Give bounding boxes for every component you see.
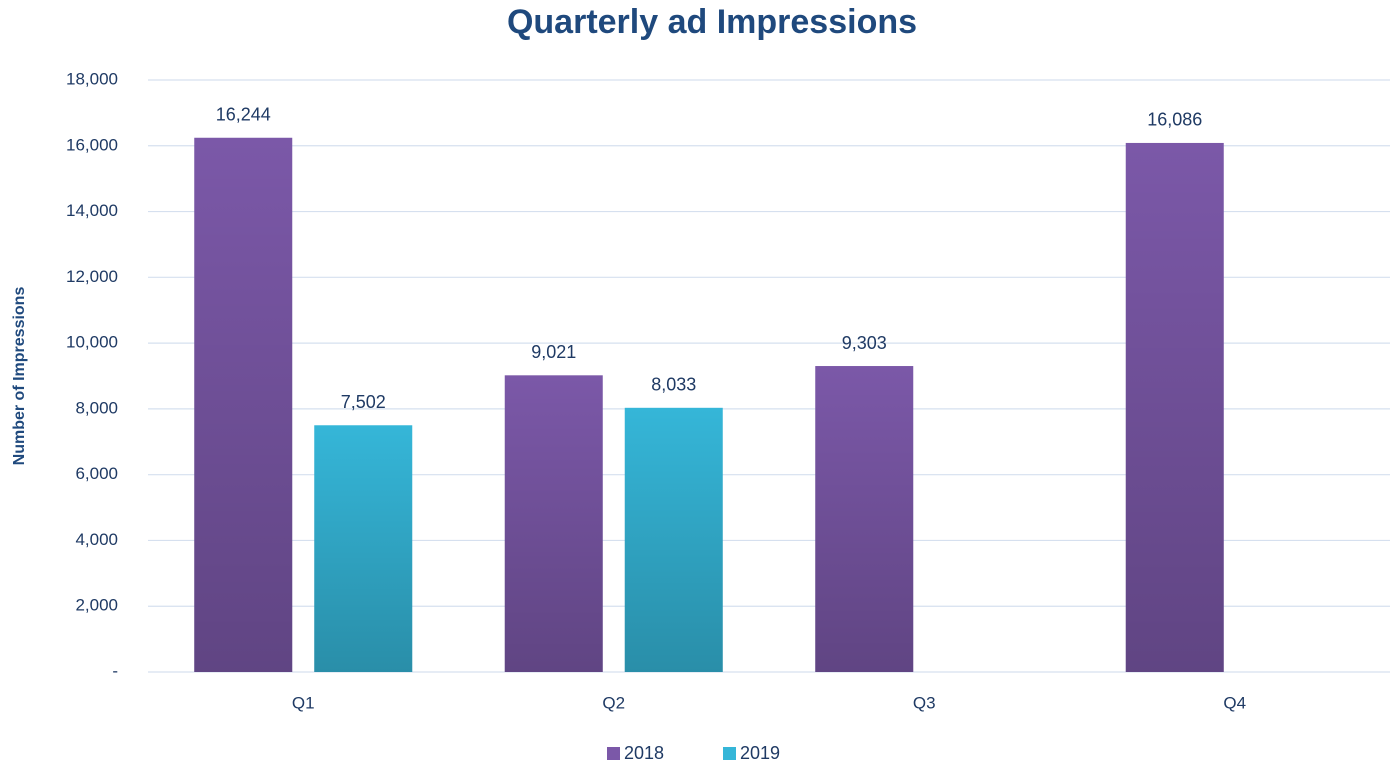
data-label: 16,244 [216, 105, 271, 125]
bar [815, 366, 914, 672]
bar [194, 137, 293, 673]
y-tick-label: 6,000 [75, 464, 118, 483]
x-tick-label: Q3 [913, 693, 936, 712]
bar [624, 407, 723, 672]
bar [1125, 142, 1224, 672]
y-tick-label: 18,000 [66, 69, 118, 88]
y-tick-label: - [112, 661, 118, 680]
y-axis-label: Number of Impressions [11, 287, 28, 466]
y-tick-label: 4,000 [75, 530, 118, 549]
x-tick-label: Q4 [1223, 693, 1246, 712]
legend-label: 2018 [624, 743, 664, 763]
legend-swatch [723, 747, 736, 760]
x-tick-label: Q2 [602, 693, 625, 712]
y-tick-label: 16,000 [66, 135, 118, 154]
y-tick-label: 14,000 [66, 201, 118, 220]
bar [314, 425, 413, 672]
data-label: 7,502 [341, 392, 386, 412]
x-tick-label: Q1 [292, 693, 315, 712]
data-label: 9,303 [842, 333, 887, 353]
data-label: 9,021 [531, 342, 576, 362]
data-label: 16,086 [1147, 110, 1202, 130]
y-tick-label: 10,000 [66, 333, 118, 352]
data-label: 8,033 [651, 375, 696, 395]
y-tick-label: 12,000 [66, 267, 118, 286]
legend-label: 2019 [740, 743, 780, 763]
bar [504, 375, 603, 672]
legend-swatch [607, 747, 620, 760]
y-tick-label: 2,000 [75, 596, 118, 615]
y-tick-label: 8,000 [75, 398, 118, 417]
chart-title: Quarterly ad Impressions [507, 3, 917, 41]
